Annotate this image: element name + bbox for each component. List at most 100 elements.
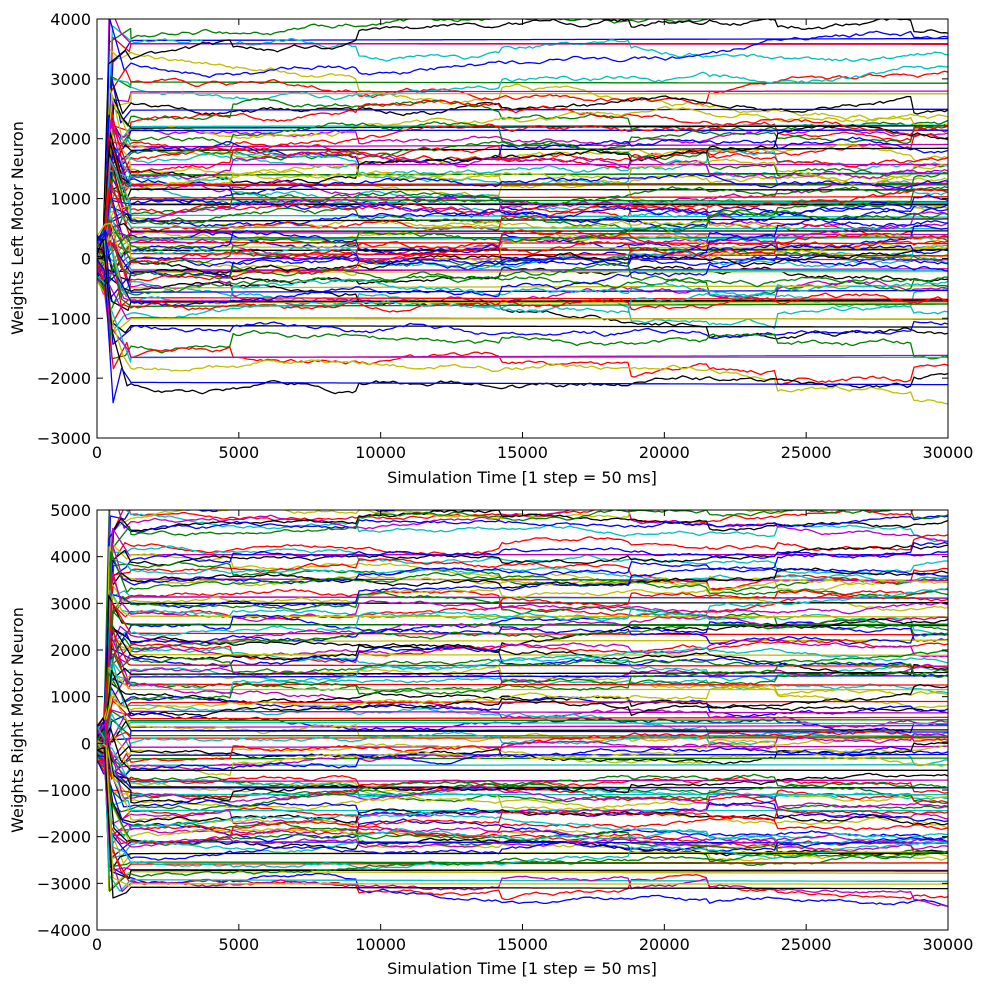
weight-series-line [97,729,948,804]
y-tick-label: 4000 [50,10,91,29]
weight-series-line [97,728,948,843]
weight-series-line [97,614,948,758]
weight-series-line [97,242,948,300]
weight-series-line [97,19,948,277]
y-tick-label: 2000 [50,130,91,149]
weight-series-line [97,211,948,281]
weight-series-line [97,259,948,405]
weight-series-line [97,618,948,770]
y-axis-label: Weights Left Motor Neuron [8,121,27,335]
weight-series-line [97,510,948,764]
weight-series-line [97,119,948,252]
y-tick-label: −1000 [37,781,91,800]
weight-series-line [97,114,948,243]
weight-series-line [97,625,948,747]
weight-series-line [97,638,948,741]
weight-series-line [97,571,948,754]
weight-series-line [97,627,948,727]
y-tick-label: 0 [81,249,91,268]
weight-series-line [97,747,948,891]
weight-series-line [97,65,948,275]
weight-series-line [97,254,948,360]
ticks-layer: 0 5000 10000 15000 20000 25000 30000−4000−3000… [37,501,974,954]
weight-series-line [97,720,948,874]
weight-series-line [97,559,948,753]
x-tick-label: 5000 [218,443,259,462]
weight-series-line [97,727,948,820]
weight-series-line [97,248,948,281]
weight-series-line [97,726,948,892]
weight-series-line [97,755,948,827]
y-tick-label: −2000 [37,369,91,388]
weight-series-line [97,260,948,359]
weight-series-line [97,602,948,733]
weight-series-line [97,234,948,301]
weight-series-line [97,19,948,288]
weight-series-line [97,119,948,268]
y-tick-label: 5000 [50,501,91,520]
weight-series-line [97,210,948,265]
y-tick-label: 1000 [50,688,91,707]
weight-series-line [97,614,948,747]
weight-series-line [97,727,948,860]
weight-series-line [97,19,776,258]
weight-series-line [97,229,948,278]
weight-series-line [97,220,948,279]
weight-series-line [97,730,948,892]
weight-series-line [97,666,948,766]
x-tick-label: 30000 [923,935,974,954]
weight-series-line [97,118,948,264]
weight-series-line [97,203,948,253]
weight-series-line [97,239,948,335]
weight-series-line [97,669,948,745]
weight-series-line [97,587,948,741]
weight-series-line [97,237,948,275]
weight-series-line [97,595,948,758]
weight-series-line [97,194,948,259]
weight-series-line [97,140,948,259]
weight-series-line [97,734,948,850]
y-tick-label: −4000 [37,921,91,940]
weight-series-line [97,739,948,887]
weight-series-line [97,162,948,274]
weight-series-line [97,222,948,270]
weight-series-line [97,558,948,749]
weight-series-line [97,158,948,260]
weight-series-line [97,589,948,767]
weight-series-line [97,257,948,332]
weight-series-line [97,545,948,762]
weight-series-line [97,727,948,794]
weight-series-line [97,256,948,304]
weight-series-line [97,544,948,743]
weight-series-line [97,748,948,789]
weight-series-line [97,601,948,750]
weight-series-line [97,618,948,758]
weight-series-line [97,726,948,861]
weight-series-line [97,241,948,338]
x-axis-label: Simulation Time [1 step = 50 ms] [387,959,657,978]
weight-series-line [97,708,948,743]
y-tick-label: 0 [81,734,91,753]
weight-series-line [97,124,948,261]
y-tick-label: 3000 [50,594,91,613]
weight-series-line [97,515,948,728]
weight-series-line [97,711,948,762]
weight-series-line [97,144,948,283]
weight-series-line [97,90,948,253]
y-tick-label: 1000 [50,190,91,209]
weight-series-line [97,510,800,762]
series-layer [97,19,948,405]
weight-series-line [97,675,948,743]
weight-series-line [97,746,948,778]
weight-series-line [97,248,948,315]
weight-series-line [97,196,948,247]
weight-series-line [97,710,948,742]
weight-series-line [97,634,948,749]
weight-series-line [97,124,948,250]
x-tick-label: 10000 [355,443,406,462]
weight-series-line [97,749,948,871]
x-tick-label: 0 [92,443,102,462]
weight-series-line [97,135,948,267]
weight-series-line [97,700,948,748]
